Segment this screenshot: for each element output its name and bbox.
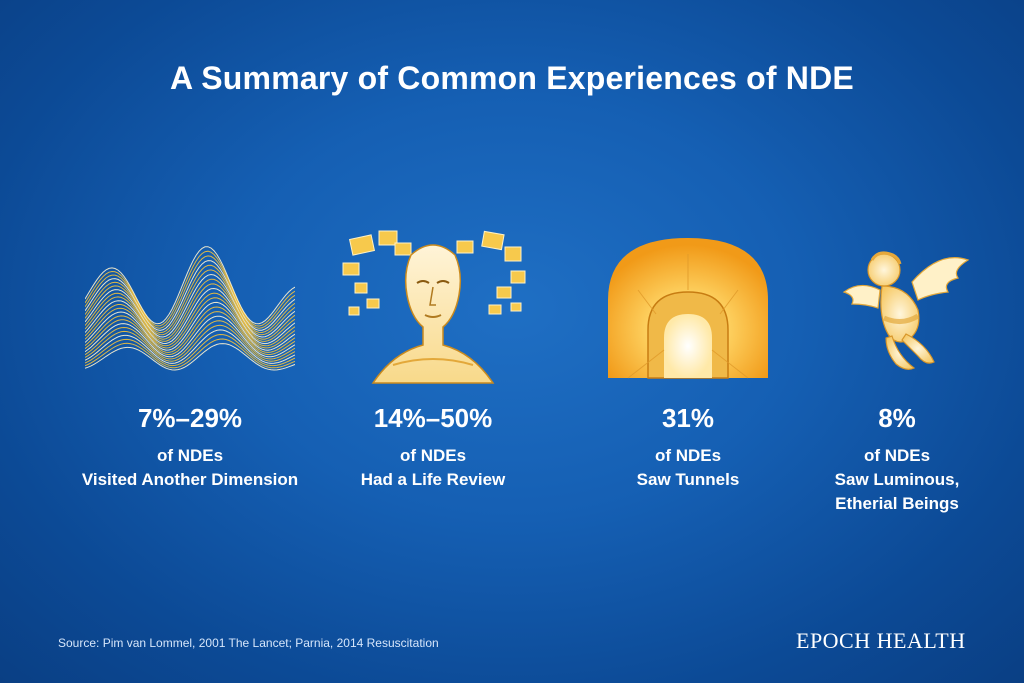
wave-line xyxy=(85,306,295,353)
stat-label: of NDEs xyxy=(654,446,722,465)
wave-line xyxy=(85,260,295,331)
stat-life-review: 14%–50% of NDEs Had a Life Review xyxy=(313,225,553,492)
wave-line xyxy=(85,250,295,327)
wave-line xyxy=(85,297,295,349)
stat-label: of NDEs xyxy=(156,446,224,465)
wave-line xyxy=(85,343,295,371)
stat-percent: 14%–50% xyxy=(373,403,493,433)
stat-description: Visited Another Dimension xyxy=(81,470,299,489)
wave-line xyxy=(85,338,295,369)
stat-visited-dimension: 7%–29% of NDEs Visited Another Dimension xyxy=(70,225,310,492)
stat-description-continued: Etherial Beings xyxy=(835,494,959,513)
glowing-tunnel-icon xyxy=(568,225,808,385)
wave-line xyxy=(85,329,295,364)
wave-line xyxy=(85,292,295,347)
wave-lines-icon xyxy=(70,225,310,385)
stat-luminous-beings: 8% of NDEs Saw Luminous, Etherial Beings xyxy=(777,225,1017,516)
stat-percent: 31% xyxy=(661,403,715,433)
wave-line xyxy=(85,246,295,325)
wave-line xyxy=(85,269,295,336)
wave-line xyxy=(85,287,295,345)
page-title: A Summary of Common Experiences of NDE xyxy=(170,60,854,96)
head-with-memories-icon xyxy=(313,225,553,385)
wave-line xyxy=(85,301,295,351)
wave-line xyxy=(85,315,295,358)
wave-line xyxy=(85,278,295,340)
source-citation: Source: Pim van Lommel, 2001 The Lancet;… xyxy=(58,636,439,650)
wave-line xyxy=(85,283,295,342)
wave-line xyxy=(85,255,295,329)
wave-line xyxy=(85,320,295,360)
stat-saw-tunnels: 31% of NDEs Saw Tunnels xyxy=(568,225,808,492)
wave-line xyxy=(85,311,295,356)
wave-line xyxy=(85,324,295,362)
stat-label: of NDEs xyxy=(863,446,931,465)
stat-description: Saw Luminous, xyxy=(834,470,960,489)
wave-line xyxy=(85,333,295,367)
stat-percent: 7%–29% xyxy=(137,403,243,433)
stat-description: Had a Life Review xyxy=(360,470,506,489)
brand-logo: EPOCH HEALTH xyxy=(796,628,966,653)
wave-line xyxy=(85,273,295,338)
stat-description: Saw Tunnels xyxy=(636,470,740,489)
cherub-angel-icon xyxy=(777,225,1017,385)
wave-line xyxy=(85,264,295,334)
stat-label: of NDEs xyxy=(399,446,467,465)
stat-percent: 8% xyxy=(878,403,916,433)
